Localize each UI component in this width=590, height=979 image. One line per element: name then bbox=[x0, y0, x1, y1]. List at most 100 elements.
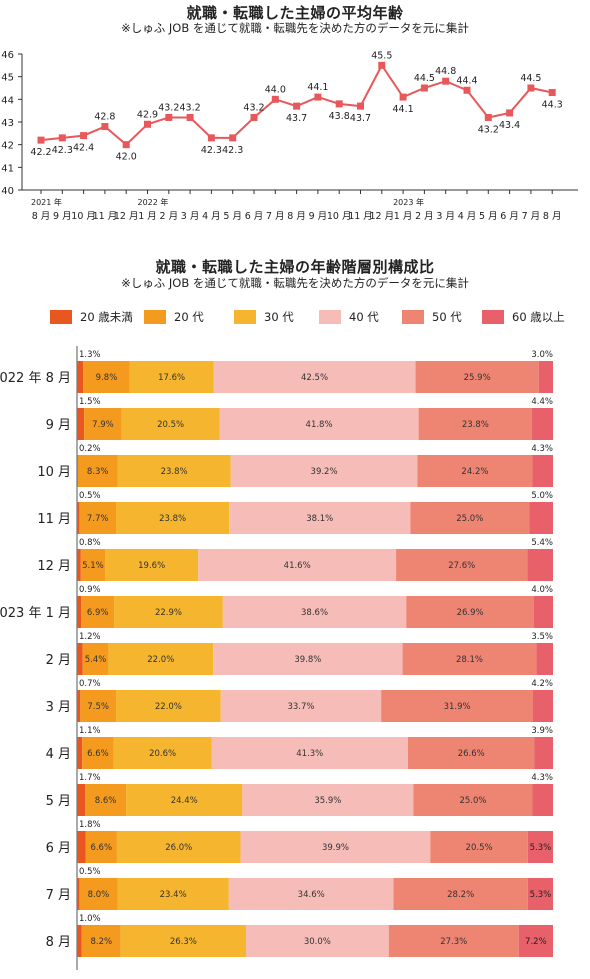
bar-segment bbox=[393, 878, 528, 910]
bar-segment bbox=[120, 925, 246, 957]
data-label: 43.2 bbox=[243, 102, 264, 113]
row-category-label: 2 月 bbox=[46, 653, 71, 668]
bar-segment bbox=[388, 925, 519, 957]
x-tick-label: 12 月 bbox=[114, 211, 139, 222]
data-point bbox=[420, 84, 428, 92]
segment-value-label: 17.6% bbox=[158, 373, 185, 383]
bar-segment bbox=[230, 455, 418, 487]
x-tick-label: 6 月 bbox=[245, 211, 264, 222]
y-tick-label: 40 bbox=[1, 186, 14, 197]
segment-value-label: 9.8% bbox=[96, 373, 118, 383]
data-point bbox=[165, 113, 173, 121]
segment-value-label: 34.6% bbox=[298, 890, 325, 900]
bar-segment bbox=[407, 737, 535, 769]
legend-item: 60 歳以上 bbox=[482, 306, 565, 328]
data-point bbox=[101, 123, 109, 131]
bar-segment bbox=[213, 361, 416, 393]
segment-value-label: 28.1% bbox=[456, 655, 483, 665]
x-tick-label: 12 月 bbox=[369, 211, 394, 222]
bar-segment bbox=[77, 737, 83, 769]
row-category-label: 2022 年 8 月 bbox=[0, 371, 71, 386]
x-tick-label: 9 月 bbox=[309, 211, 328, 222]
x-tick-label: 1 月 bbox=[394, 211, 413, 222]
bar-segment bbox=[242, 784, 414, 816]
bar-segment bbox=[121, 408, 220, 440]
row-category-label: 6 月 bbox=[46, 841, 71, 856]
segment-value-label: 5.3% bbox=[530, 843, 552, 853]
bar-segment bbox=[77, 502, 80, 534]
segment-value-label: 23.4% bbox=[160, 890, 187, 900]
segment-value-label: 3.9% bbox=[531, 726, 553, 736]
data-point bbox=[314, 93, 322, 101]
data-point bbox=[399, 93, 407, 101]
data-point bbox=[229, 134, 237, 142]
segment-value-label: 4.3% bbox=[531, 773, 553, 783]
y-tick-label: 45 bbox=[1, 73, 14, 84]
y-tick-label: 43 bbox=[1, 118, 14, 129]
row-category-label: 3 月 bbox=[46, 700, 71, 715]
legend-label: 30 代 bbox=[264, 310, 294, 324]
bar-segment bbox=[213, 643, 403, 675]
data-point bbox=[484, 113, 492, 121]
year-label: 2023 年 bbox=[393, 197, 424, 207]
row-category-label: 7 月 bbox=[46, 888, 71, 903]
segment-value-label: 26.0% bbox=[165, 843, 192, 853]
bar-segment bbox=[84, 408, 122, 440]
segment-value-label: 8.2% bbox=[90, 937, 112, 947]
bar-segment bbox=[536, 643, 553, 675]
bar-segment bbox=[85, 831, 117, 863]
segment-value-label: 7.9% bbox=[92, 420, 114, 430]
legend-swatch bbox=[319, 310, 341, 324]
segment-value-label: 1.5% bbox=[79, 397, 101, 407]
bar-segment bbox=[534, 737, 553, 769]
segment-value-label: 1.8% bbox=[79, 820, 101, 830]
legend-item: 50 代 bbox=[402, 306, 462, 328]
segment-value-label: 8.3% bbox=[87, 467, 109, 477]
segment-value-label: 33.7% bbox=[287, 702, 314, 712]
segment-value-label: 39.8% bbox=[294, 655, 321, 665]
legend-item: 20 歳未満 bbox=[50, 306, 133, 328]
data-point bbox=[378, 61, 386, 69]
x-tick-label: 5 月 bbox=[479, 211, 498, 222]
year-label: 2022 年 bbox=[138, 197, 169, 207]
x-tick-label: 8 月 bbox=[543, 211, 562, 222]
bar-segment bbox=[532, 408, 553, 440]
data-point bbox=[80, 132, 88, 140]
x-tick-label: 11 月 bbox=[348, 211, 373, 222]
x-tick-label: 8 月 bbox=[32, 211, 51, 222]
legend-label: 50 代 bbox=[432, 310, 462, 324]
bar-segment bbox=[116, 831, 241, 863]
segment-value-label: 7.7% bbox=[87, 514, 109, 524]
data-point bbox=[442, 77, 450, 85]
bar-segment bbox=[532, 455, 553, 487]
segment-value-label: 5.1% bbox=[82, 561, 104, 571]
segment-value-label: 25.0% bbox=[456, 514, 483, 524]
segment-value-label: 0.5% bbox=[79, 491, 101, 501]
x-tick-label: 7 月 bbox=[522, 211, 541, 222]
data-label: 42.9 bbox=[137, 109, 158, 120]
bar-segment bbox=[418, 408, 533, 440]
bar-segment bbox=[79, 878, 118, 910]
data-point bbox=[335, 100, 343, 108]
x-tick-label: 3 月 bbox=[181, 211, 200, 222]
data-point bbox=[186, 113, 194, 121]
x-tick-label: 7 月 bbox=[266, 211, 285, 222]
data-label: 44.8 bbox=[435, 66, 456, 77]
segment-value-label: 22.9% bbox=[155, 608, 182, 618]
segment-value-label: 0.9% bbox=[79, 585, 101, 595]
bar-chart-subtitle: ※しゅふ JOB を通じて就職・転職先を決めた方のデータを元に集計 bbox=[121, 276, 469, 290]
row-category-label: 11 月 bbox=[37, 512, 71, 527]
data-label: 44.4 bbox=[456, 75, 477, 86]
bar-segment bbox=[77, 408, 85, 440]
data-point bbox=[293, 102, 301, 110]
y-tick-label: 46 bbox=[1, 50, 14, 61]
legend-swatch bbox=[50, 310, 72, 324]
x-tick-label: 6 月 bbox=[500, 211, 519, 222]
bar-segment bbox=[77, 643, 83, 675]
segment-value-label: 4.2% bbox=[531, 679, 553, 689]
bar-segment bbox=[80, 549, 106, 581]
segment-value-label: 22.0% bbox=[147, 655, 174, 665]
data-point bbox=[207, 134, 215, 142]
data-label: 43.2 bbox=[158, 102, 179, 113]
